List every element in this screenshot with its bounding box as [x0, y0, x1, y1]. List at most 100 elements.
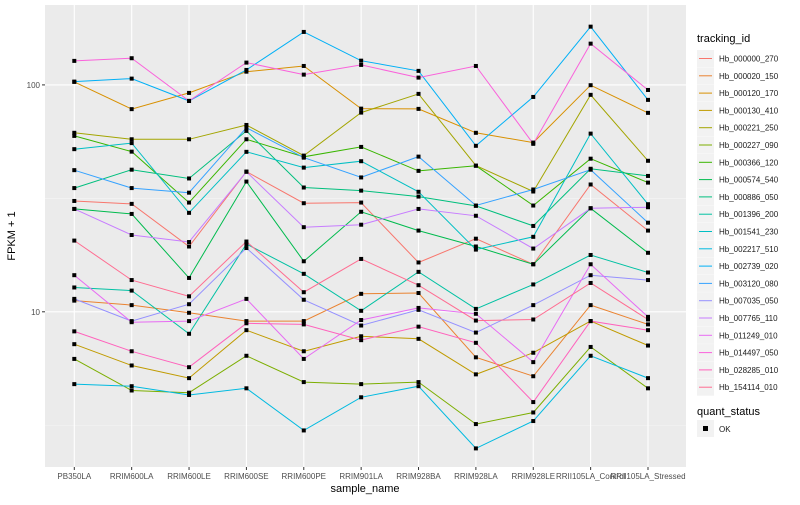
data-point — [588, 167, 593, 172]
legend-label: Hb_000227_090 — [719, 141, 779, 150]
data-point — [244, 321, 249, 326]
data-point — [473, 311, 478, 316]
legend-label: Hb_011249_010 — [719, 331, 778, 340]
y-tick-label: 100 — [27, 81, 41, 90]
data-point — [187, 365, 192, 370]
data-point — [129, 278, 134, 283]
data-point — [72, 186, 77, 191]
data-point — [646, 158, 650, 163]
data-point — [244, 60, 249, 65]
x-tick-label: RRIM928LE — [511, 472, 555, 481]
data-point — [129, 149, 134, 154]
data-point — [72, 238, 77, 243]
y-tick-label: 10 — [31, 308, 40, 317]
data-point — [129, 349, 134, 354]
legend-label: Hb_002739_020 — [719, 262, 779, 271]
data-point — [473, 355, 478, 360]
data-point — [244, 296, 249, 301]
data-point — [359, 188, 364, 193]
data-point — [588, 92, 593, 97]
data-point — [473, 340, 478, 345]
data-point — [416, 283, 421, 288]
data-point — [416, 68, 421, 73]
data-point — [187, 244, 192, 249]
data-point — [72, 382, 77, 387]
data-point — [129, 384, 134, 389]
data-point — [72, 198, 77, 203]
data-point — [473, 213, 478, 218]
data-point — [531, 203, 536, 208]
data-point — [359, 395, 364, 400]
data-point — [244, 239, 249, 244]
x-tick-label: PB350LA — [57, 472, 91, 481]
data-point — [416, 380, 421, 385]
data-point — [473, 372, 478, 377]
grid-lines — [45, 5, 686, 467]
data-point — [416, 305, 421, 310]
data-point — [588, 273, 593, 278]
data-point — [531, 374, 536, 379]
data-point — [187, 210, 192, 215]
data-point — [531, 223, 536, 228]
data-point — [187, 98, 192, 103]
x-tick-label: RRII105LA_Control — [556, 472, 626, 481]
x-tick-label: RRIM901LA — [339, 472, 383, 481]
data-point — [531, 262, 536, 267]
data-point — [129, 186, 134, 191]
data-point — [473, 330, 478, 335]
legend-label: Hb_000000_270 — [719, 55, 779, 64]
legend-ok-point-icon — [703, 426, 708, 431]
data-point — [473, 143, 478, 148]
data-point — [416, 106, 421, 111]
data-point — [72, 329, 77, 334]
data-point — [588, 24, 593, 29]
legend-label: Hb_000221_250 — [719, 124, 779, 133]
data-point — [244, 122, 249, 127]
data-point — [72, 130, 77, 135]
data-point — [588, 206, 593, 211]
data-point — [301, 201, 306, 206]
data-point — [646, 228, 650, 233]
data-point — [244, 169, 249, 174]
data-point — [244, 328, 249, 333]
data-point — [531, 141, 536, 146]
data-point — [588, 156, 593, 161]
data-point — [244, 67, 249, 72]
data-point — [129, 303, 134, 308]
data-point — [646, 110, 650, 115]
data-point — [301, 72, 306, 77]
data-point — [646, 317, 650, 322]
data-point — [416, 324, 421, 329]
data-point — [359, 318, 364, 323]
data-point — [244, 353, 249, 358]
data-point — [588, 262, 593, 267]
data-point — [187, 392, 192, 397]
x-tick-label: RRIM600SE — [224, 472, 268, 481]
legend-label: Hb_000574_540 — [719, 176, 779, 185]
y-axis: 10 100 — [27, 81, 45, 317]
data-point — [588, 252, 593, 257]
data-point — [301, 165, 306, 170]
data-point — [301, 297, 306, 302]
data-point — [359, 175, 364, 180]
data-point — [588, 83, 593, 88]
data-point — [416, 194, 421, 199]
data-point — [473, 422, 478, 427]
data-point — [359, 323, 364, 328]
data-point — [187, 137, 192, 142]
data-point — [531, 317, 536, 322]
data-point — [187, 310, 192, 315]
legend-shape-label: OK — [719, 425, 731, 434]
data-point — [72, 356, 77, 361]
data-point — [129, 167, 134, 172]
data-point — [187, 376, 192, 381]
data-point — [416, 336, 421, 341]
data-point — [301, 63, 306, 68]
data-point — [531, 94, 536, 99]
data-point — [531, 187, 536, 192]
data-point — [187, 190, 192, 195]
data-point — [473, 446, 478, 451]
data-point — [531, 350, 536, 355]
data-point — [531, 360, 536, 365]
data-point — [129, 201, 134, 206]
